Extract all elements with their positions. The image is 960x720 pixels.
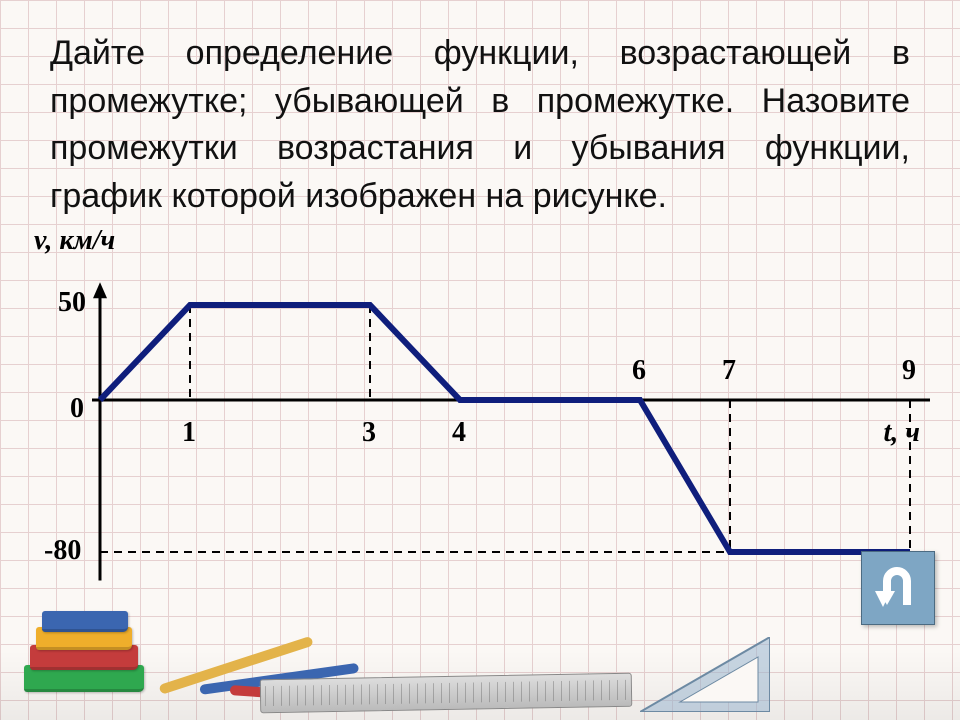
y-tick-50: 50 [58, 287, 86, 319]
y-axis-label: v, км/ч [34, 225, 115, 257]
origin-label: 0 [70, 393, 84, 425]
set-square [640, 637, 770, 712]
books-stack [18, 607, 148, 692]
x-tick-4: 4 [452, 417, 466, 449]
velocity-chart: v, км/ч t, ч 50 -80 0 1 3 4 6 7 9 [30, 235, 930, 625]
return-button[interactable] [861, 551, 935, 625]
chart-svg [30, 235, 930, 625]
x-tick-1: 1 [182, 417, 196, 449]
question-text: Дайте определение функции, возрастающей … [50, 30, 910, 220]
x-tick-7: 7 [722, 355, 736, 387]
x-tick-6: 6 [632, 355, 646, 387]
x-axis-label: t, ч [884, 417, 920, 449]
y-tick--80: -80 [44, 535, 81, 567]
ruler [260, 673, 633, 713]
x-tick-9: 9 [902, 355, 916, 387]
x-tick-3: 3 [362, 417, 376, 449]
uturn-icon [873, 563, 923, 613]
